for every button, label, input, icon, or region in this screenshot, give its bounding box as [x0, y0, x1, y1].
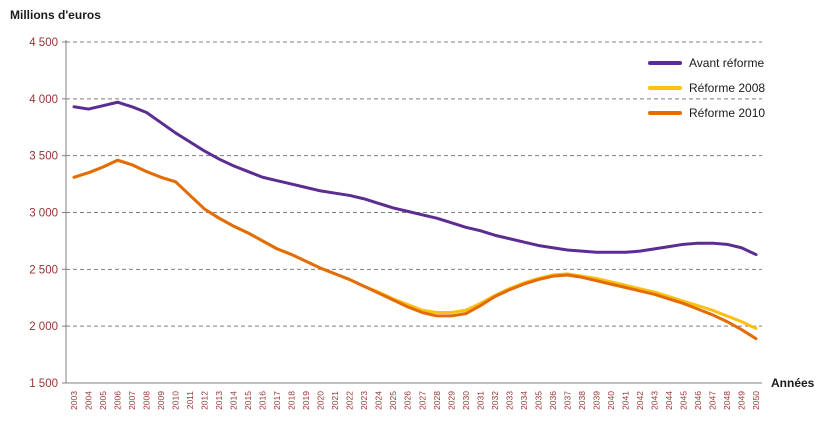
svg-text:2030: 2030	[461, 391, 471, 410]
svg-text:2004: 2004	[84, 391, 94, 410]
svg-text:2011: 2011	[185, 391, 195, 410]
legend: Avant réforme Réforme 2008 Réforme 2010	[648, 50, 765, 125]
svg-text:2027: 2027	[417, 391, 427, 410]
legend-line-swatch-yellow	[648, 85, 682, 90]
svg-text:2012: 2012	[200, 391, 210, 410]
svg-text:2021: 2021	[330, 391, 340, 410]
svg-text:2028: 2028	[432, 391, 442, 410]
legend-label: Avant réforme	[689, 55, 765, 70]
svg-text:2 500: 2 500	[29, 264, 58, 276]
svg-text:2018: 2018	[287, 391, 297, 410]
svg-text:2019: 2019	[301, 391, 311, 410]
legend-label: Réforme 2008	[689, 80, 766, 95]
svg-text:2020: 2020	[316, 391, 326, 410]
svg-text:2023: 2023	[359, 391, 369, 410]
legend-line-swatch-purple	[648, 60, 682, 65]
svg-text:2015: 2015	[243, 391, 253, 410]
svg-text:2 000: 2 000	[29, 321, 58, 333]
svg-text:3 500: 3 500	[29, 151, 58, 163]
svg-text:4 000: 4 000	[29, 94, 58, 106]
legend-item-avant-reforme: Avant réforme	[648, 50, 765, 75]
svg-text:1 500: 1 500	[29, 378, 58, 390]
svg-text:2034: 2034	[519, 391, 529, 410]
svg-text:2038: 2038	[577, 391, 587, 410]
svg-text:2043: 2043	[649, 391, 659, 410]
svg-text:2017: 2017	[272, 391, 282, 410]
svg-text:2040: 2040	[606, 391, 616, 410]
svg-text:2044: 2044	[664, 391, 674, 410]
legend-line-swatch-orange	[648, 110, 682, 115]
svg-text:2039: 2039	[591, 391, 601, 410]
svg-text:2010: 2010	[171, 391, 181, 410]
svg-text:2035: 2035	[533, 391, 543, 410]
svg-text:2033: 2033	[504, 391, 514, 410]
svg-text:2014: 2014	[229, 391, 239, 410]
legend-item-reforme-2008: Réforme 2008	[648, 75, 765, 100]
svg-text:2048: 2048	[722, 391, 732, 410]
x-axis-title: Années	[771, 376, 815, 390]
svg-text:2022: 2022	[345, 391, 355, 410]
svg-text:2036: 2036	[548, 391, 558, 410]
svg-text:2049: 2049	[736, 391, 746, 410]
svg-text:2016: 2016	[258, 391, 268, 410]
svg-text:4 500: 4 500	[29, 37, 58, 49]
svg-text:2050: 2050	[751, 391, 761, 410]
svg-text:2045: 2045	[678, 391, 688, 410]
svg-text:2037: 2037	[562, 391, 572, 410]
svg-text:2026: 2026	[403, 391, 413, 410]
svg-text:2032: 2032	[490, 391, 500, 410]
svg-text:2046: 2046	[693, 391, 703, 410]
svg-text:2005: 2005	[98, 391, 108, 410]
svg-text:2025: 2025	[388, 391, 398, 410]
svg-text:3 000: 3 000	[29, 208, 58, 220]
svg-text:2013: 2013	[214, 391, 224, 410]
legend-label: Réforme 2010	[689, 105, 766, 120]
svg-text:2009: 2009	[156, 391, 166, 410]
svg-text:2047: 2047	[707, 391, 717, 410]
svg-text:2003: 2003	[69, 391, 79, 410]
svg-text:2031: 2031	[475, 391, 485, 410]
svg-text:2041: 2041	[620, 391, 630, 410]
y-axis-title: Millions d'euros	[10, 8, 101, 22]
svg-text:2008: 2008	[142, 391, 152, 410]
svg-text:2007: 2007	[127, 391, 137, 410]
svg-text:2006: 2006	[113, 391, 123, 410]
svg-text:2042: 2042	[635, 391, 645, 410]
legend-item-reforme-2010: Réforme 2010	[648, 100, 765, 125]
svg-text:2024: 2024	[374, 391, 384, 410]
svg-text:2029: 2029	[446, 391, 456, 410]
